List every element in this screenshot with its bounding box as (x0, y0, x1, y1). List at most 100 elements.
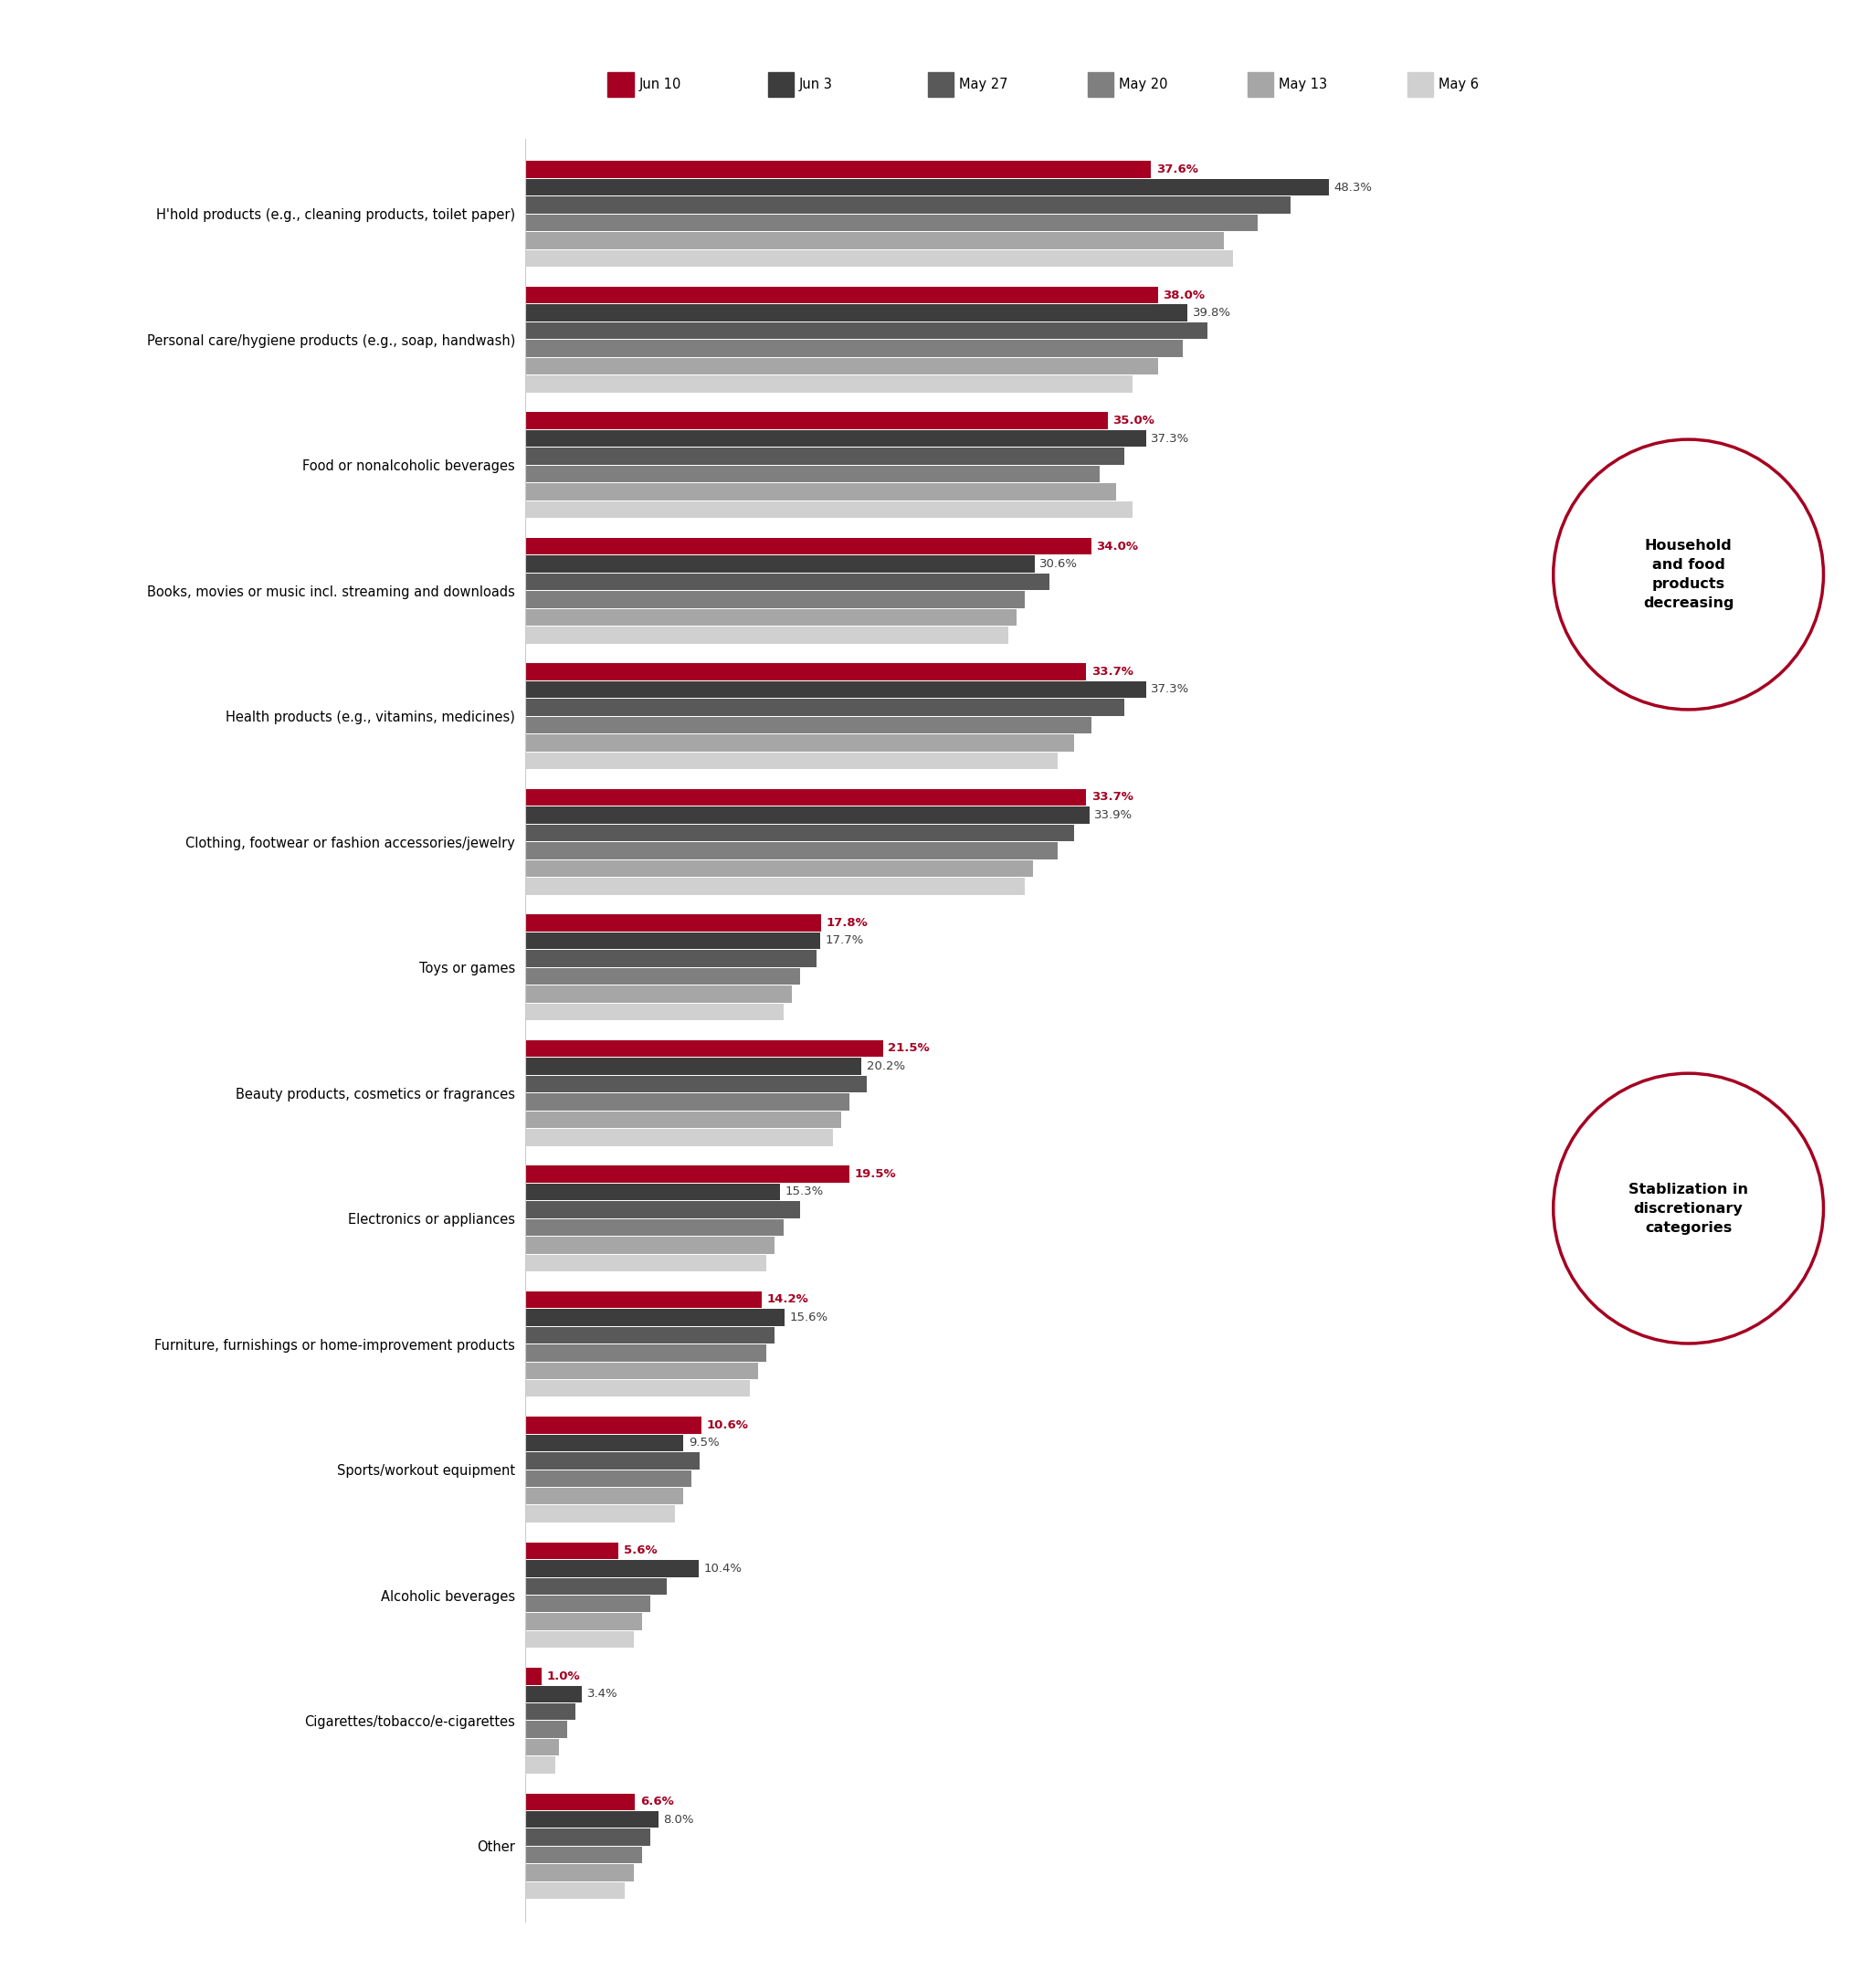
Bar (525, 1381, 750, 1397)
Bar (525, 376, 1133, 392)
Bar (525, 1040, 884, 1058)
Bar (525, 1452, 700, 1470)
Bar (525, 1363, 758, 1379)
Text: 10.6%: 10.6% (707, 1418, 749, 1430)
Text: 20.2%: 20.2% (867, 1060, 904, 1072)
Bar (525, 341, 1182, 357)
Bar (525, 933, 820, 949)
Bar (525, 1506, 675, 1523)
Bar (525, 1183, 780, 1200)
Bar (525, 160, 1152, 178)
Text: 48.3%: 48.3% (1334, 182, 1373, 194)
Bar (525, 1002, 784, 1020)
Bar (525, 323, 1208, 339)
Text: 6.6%: 6.6% (640, 1797, 673, 1809)
Bar (525, 305, 1188, 321)
Bar (525, 537, 1092, 555)
Text: 33.7%: 33.7% (1092, 790, 1133, 802)
Bar (525, 590, 1024, 608)
Text: 35.0%: 35.0% (1112, 414, 1154, 426)
Bar (525, 1094, 850, 1109)
Bar (525, 483, 1116, 501)
Text: 17.7%: 17.7% (825, 935, 863, 947)
Bar (525, 699, 1124, 715)
Bar (525, 1846, 642, 1864)
Text: 10.4%: 10.4% (704, 1563, 741, 1575)
Bar (525, 626, 1007, 644)
Text: Stablization in
discretionary
categories: Stablization in discretionary categories (1628, 1183, 1748, 1234)
Bar (525, 501, 1133, 519)
Bar (525, 430, 1146, 448)
Bar (525, 1416, 702, 1434)
Bar (525, 915, 822, 931)
FancyBboxPatch shape (767, 71, 794, 97)
Text: Figure 14. Respondents Making More Purchases Online: Categories They Purchase On: Figure 14. Respondents Making More Purch… (15, 24, 1178, 65)
Text: 17.8%: 17.8% (827, 917, 869, 929)
Text: 38.0%: 38.0% (1163, 289, 1204, 301)
FancyBboxPatch shape (1248, 71, 1274, 97)
Bar (525, 806, 1090, 824)
FancyBboxPatch shape (608, 71, 634, 97)
Text: 37.3%: 37.3% (1152, 432, 1189, 444)
Text: 37.6%: 37.6% (1156, 164, 1199, 176)
Text: May 27: May 27 (959, 77, 1007, 91)
Text: 37.3%: 37.3% (1152, 683, 1189, 695)
Bar (525, 1254, 767, 1272)
Text: 33.7%: 33.7% (1092, 666, 1133, 678)
Bar (525, 788, 1086, 806)
Bar (525, 466, 1099, 483)
Bar (525, 1541, 619, 1559)
Bar (525, 717, 1092, 733)
Bar (525, 1704, 576, 1720)
Bar (525, 1668, 542, 1684)
Text: 19.5%: 19.5% (855, 1169, 897, 1181)
Bar (525, 1129, 833, 1145)
Text: 34.0%: 34.0% (1096, 541, 1139, 553)
Bar (525, 232, 1225, 250)
Bar (525, 1076, 867, 1092)
Bar (525, 1309, 784, 1325)
Bar (525, 1686, 582, 1702)
Bar (525, 1292, 762, 1307)
Text: 14.2%: 14.2% (767, 1294, 809, 1305)
Text: 15.6%: 15.6% (790, 1311, 829, 1323)
Text: 21.5%: 21.5% (887, 1042, 930, 1054)
Bar (525, 969, 799, 985)
Bar (525, 1470, 692, 1488)
Text: 3.4%: 3.4% (587, 1688, 617, 1700)
Bar (525, 287, 1157, 303)
FancyBboxPatch shape (1407, 71, 1433, 97)
Bar (525, 250, 1233, 267)
Bar (525, 1200, 799, 1218)
Bar (525, 664, 1086, 679)
Bar (525, 860, 1034, 878)
Bar (525, 1058, 861, 1074)
Bar (525, 1882, 625, 1900)
Text: 9.5%: 9.5% (688, 1436, 719, 1448)
Bar (525, 1739, 559, 1755)
Text: 15.3%: 15.3% (784, 1187, 824, 1199)
Bar (525, 1327, 775, 1343)
Bar (525, 951, 816, 967)
Bar (525, 1345, 767, 1361)
Bar (525, 214, 1257, 232)
Bar (525, 1488, 683, 1506)
Text: 33.9%: 33.9% (1094, 808, 1133, 820)
Bar (525, 1577, 666, 1595)
Bar (525, 681, 1146, 697)
Bar (525, 878, 1024, 895)
Bar (525, 1864, 634, 1882)
Bar (525, 573, 1049, 590)
Text: 1.0%: 1.0% (548, 1670, 580, 1682)
Text: 8.0%: 8.0% (664, 1815, 694, 1826)
Bar (525, 753, 1058, 769)
Bar (525, 842, 1058, 860)
Bar (525, 1757, 555, 1773)
Text: 30.6%: 30.6% (1039, 559, 1079, 571)
Text: Jun 10: Jun 10 (638, 77, 681, 91)
Text: Household
and food
products
decreasing: Household and food products decreasing (1643, 539, 1733, 610)
Bar (525, 1793, 636, 1811)
Bar (525, 1613, 642, 1630)
Bar (525, 1828, 651, 1846)
Bar (525, 196, 1291, 214)
